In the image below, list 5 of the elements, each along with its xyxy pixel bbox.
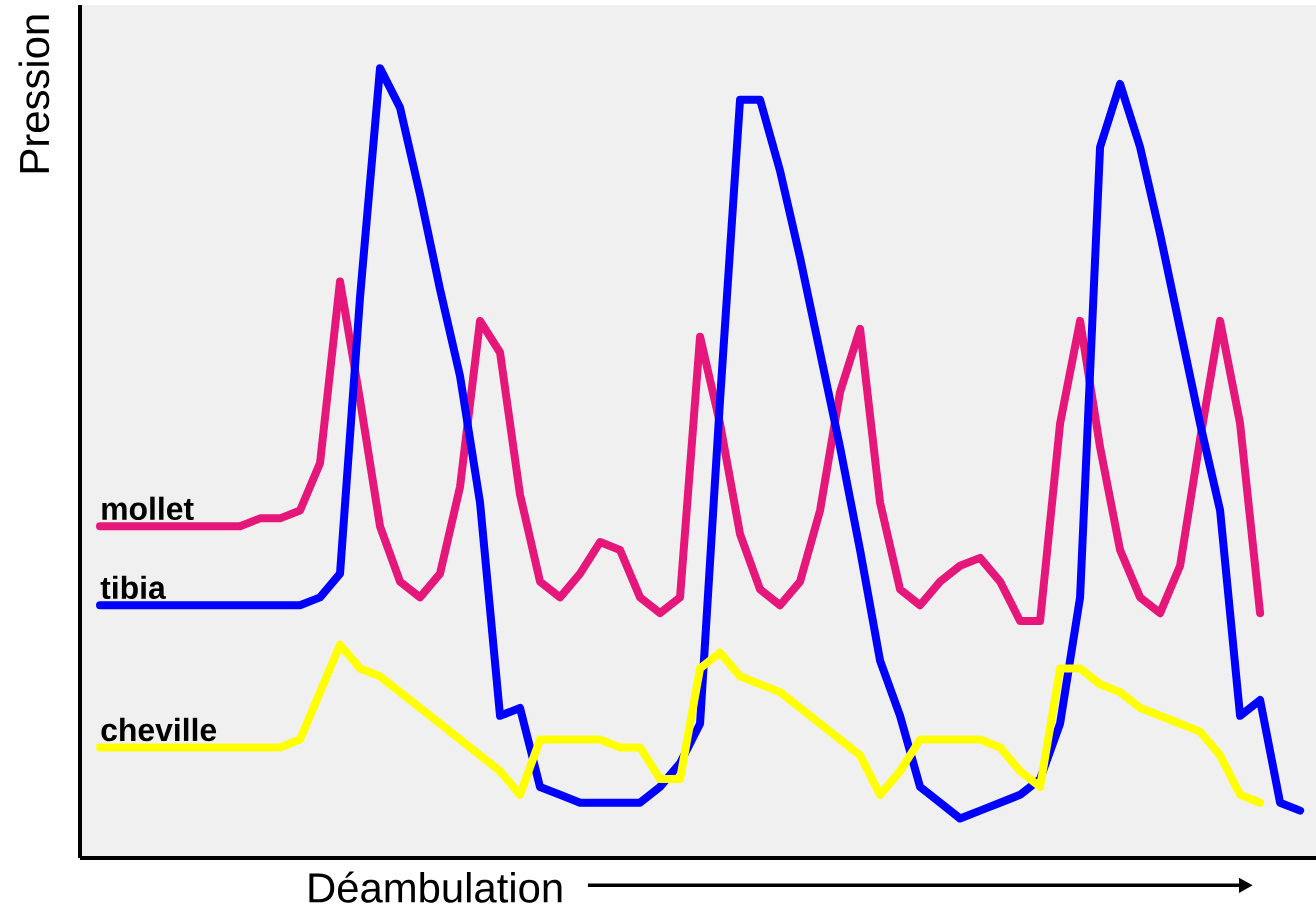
y-axis-title: Pression bbox=[18, 15, 50, 173]
x-axis-title: Déambulation bbox=[309, 871, 562, 903]
series-label: mollet bbox=[102, 496, 194, 521]
series-label: cheville bbox=[101, 717, 217, 742]
series-label: tibia bbox=[100, 575, 166, 600]
